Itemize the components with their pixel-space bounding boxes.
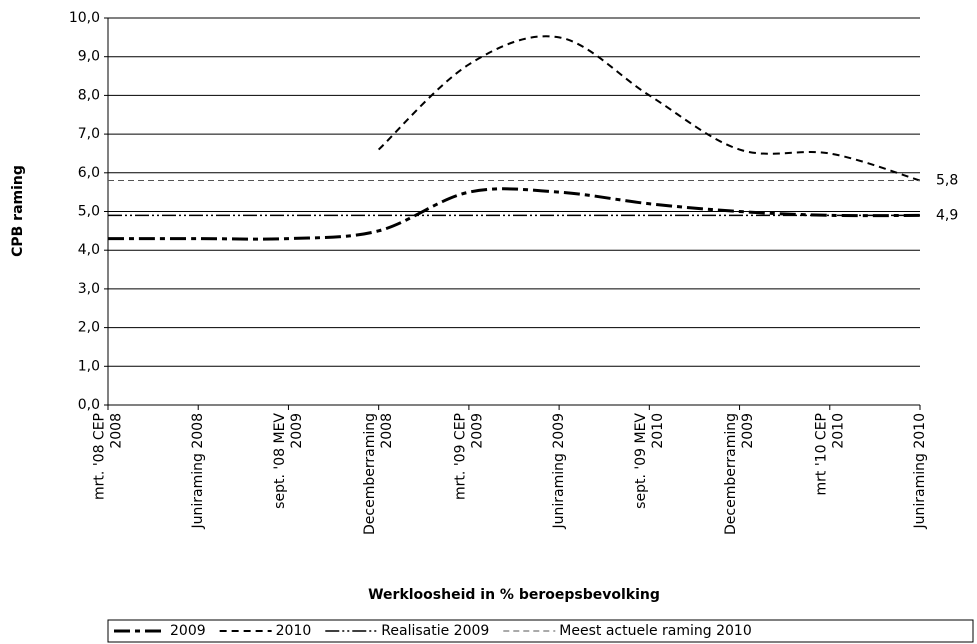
y-tick-label: 4,0 (78, 242, 100, 258)
series-line (107, 187, 921, 241)
x-tick-label: sept. '09 MEV (633, 413, 649, 509)
x-tick-label: 2008 (109, 413, 125, 449)
y-tick-label: 8,0 (78, 87, 100, 103)
legend-label: Meest actuele raming 2010 (559, 623, 751, 639)
y-axis-label: CPB raming (10, 165, 26, 257)
y-tick-label: 3,0 (78, 281, 100, 297)
legend-label: 2009 (170, 623, 206, 639)
y-tick-label: 6,0 (78, 165, 100, 181)
x-tick-label: Juniraming 2008 (190, 413, 206, 529)
y-tick-label: 5,0 (78, 204, 100, 220)
x-tick-label: Juniraming 2009 (551, 413, 567, 529)
x-tick-label: 2009 (289, 413, 305, 449)
x-tick-label: Juniraming 2010 (912, 413, 928, 529)
x-tick-label: 2008 (379, 413, 395, 449)
y-tick-label: 10,0 (69, 10, 100, 26)
x-tick-label: Decemberraming (723, 413, 739, 535)
x-tick-label: sept. '08 MEV (272, 413, 288, 509)
x-tick-label: 2010 (650, 413, 666, 449)
series-line (377, 35, 921, 182)
x-tick-label: 2009 (469, 413, 485, 449)
x-axis-label: Werkloosheid in % beroepsbevolking (368, 587, 660, 603)
x-tick-label: mrt '10 CEP (813, 413, 829, 496)
y-tick-label: 1,0 (78, 358, 100, 374)
x-tick-label: mrt. '09 CEP (452, 413, 468, 500)
y-tick-label: 9,0 (78, 49, 100, 65)
x-tick-label: 2010 (830, 413, 846, 449)
legend-label: Realisatie 2009 (381, 623, 489, 639)
x-tick-label: mrt. '08 CEP (92, 413, 108, 500)
y-tick-label: 2,0 (78, 320, 100, 336)
legend-label: 2010 (276, 623, 312, 639)
value-label: 5,8 (936, 173, 958, 189)
y-tick-label: 0,0 (78, 397, 100, 413)
value-label: 4,9 (936, 207, 958, 223)
x-tick-label: 2009 (740, 413, 756, 449)
x-tick-label: Decemberraming (362, 413, 378, 535)
y-tick-label: 7,0 (78, 126, 100, 142)
legend-box (107, 619, 974, 643)
